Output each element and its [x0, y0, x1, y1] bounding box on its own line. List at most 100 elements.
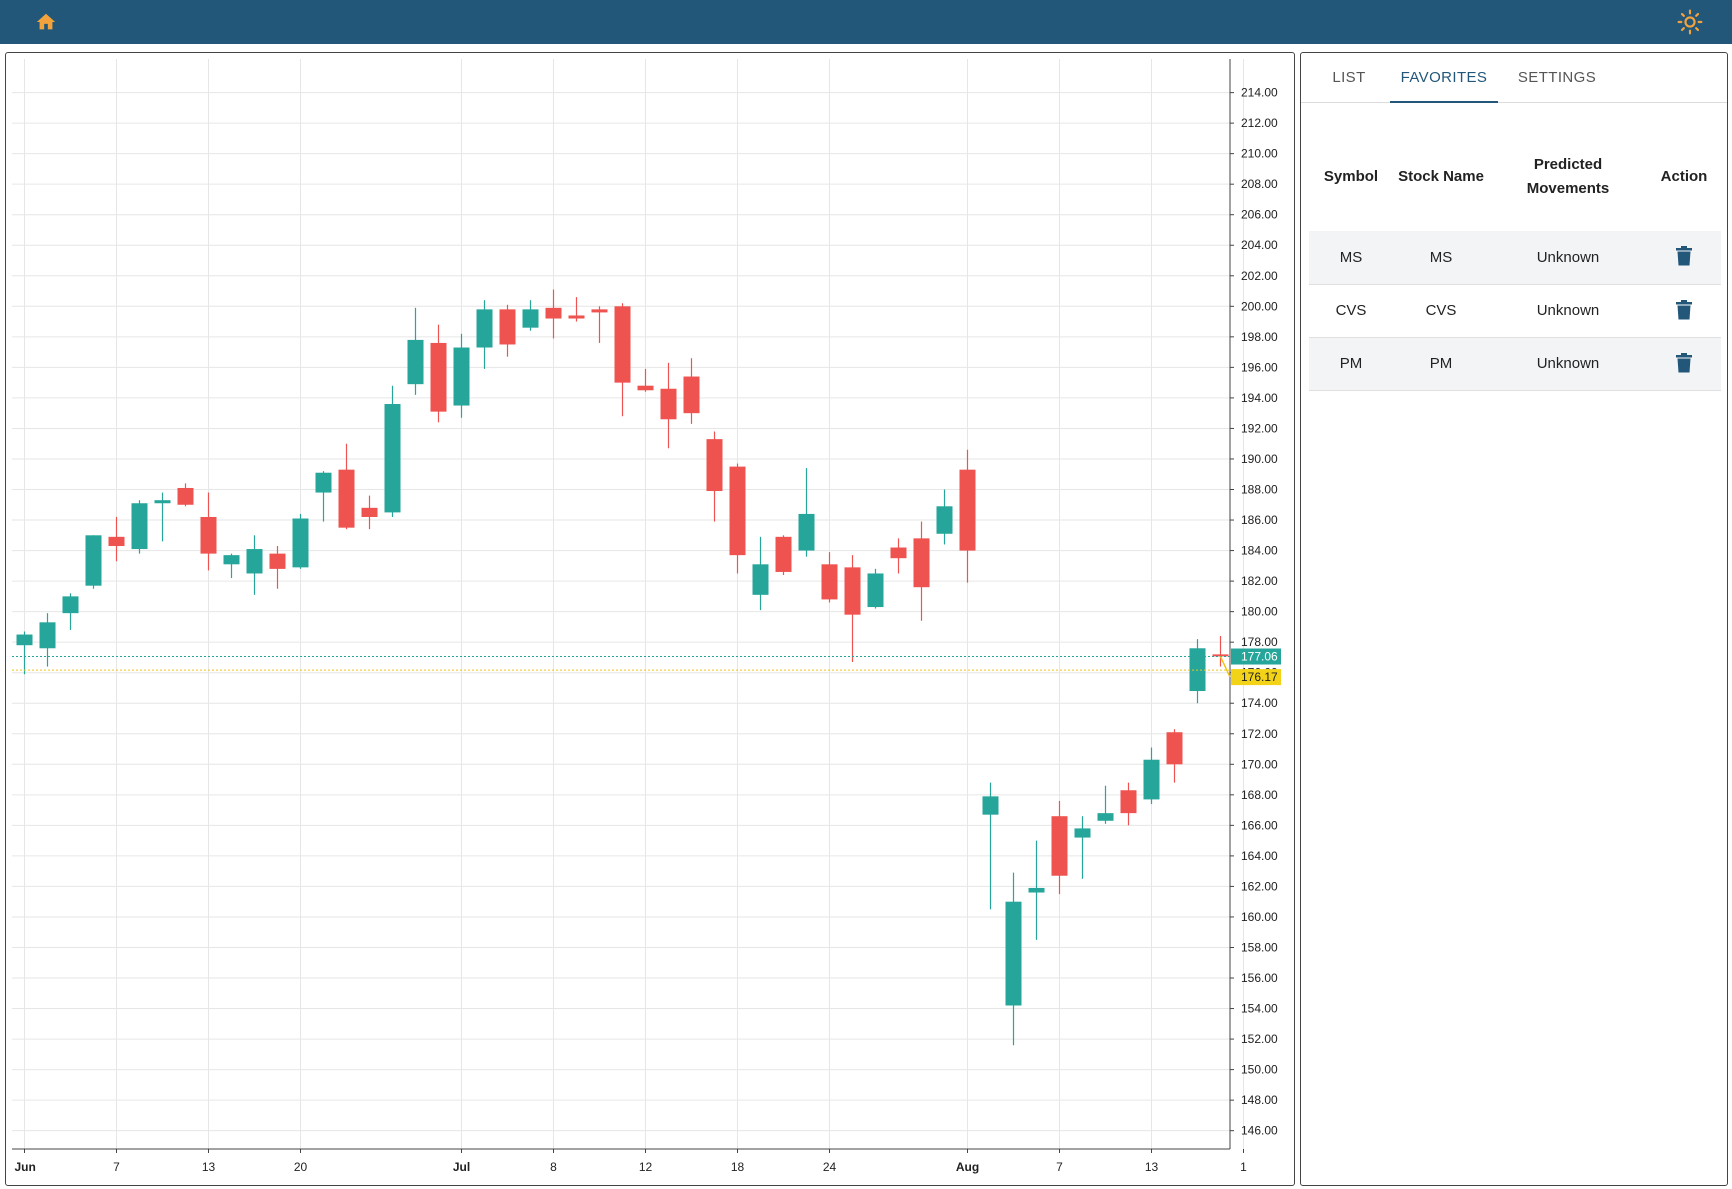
candle[interactable]: [200, 492, 217, 571]
candle[interactable]: [108, 516, 125, 562]
candle[interactable]: [85, 535, 102, 589]
candle[interactable]: [913, 521, 930, 621]
candle[interactable]: [890, 538, 907, 574]
candle[interactable]: [39, 613, 56, 667]
candle[interactable]: [269, 545, 286, 589]
candle[interactable]: [867, 568, 884, 609]
candle[interactable]: [1189, 639, 1206, 704]
candle-body: [154, 500, 171, 504]
candle[interactable]: [177, 483, 194, 507]
candle[interactable]: [131, 500, 148, 554]
candle-body: [614, 306, 631, 383]
candle[interactable]: [706, 431, 723, 522]
y-tick-label: 192.00: [1241, 421, 1278, 435]
y-tick-label: 156.00: [1241, 971, 1278, 985]
candle-body: [890, 547, 907, 559]
candle-body: [476, 309, 493, 348]
home-button[interactable]: [32, 8, 60, 36]
tab-favorites[interactable]: FAVORITES: [1390, 53, 1498, 103]
candle[interactable]: [729, 463, 746, 574]
stock-name-cell: PM: [1429, 355, 1453, 372]
trash-icon: [1676, 352, 1692, 372]
table-row[interactable]: PM PM Unknown: [1309, 337, 1721, 390]
y-tick-label: 170.00: [1241, 757, 1278, 771]
candle[interactable]: [1166, 729, 1183, 783]
prev-close-label: 176.17: [1241, 670, 1278, 684]
candle[interactable]: [246, 535, 263, 595]
candle[interactable]: [775, 535, 792, 575]
candle[interactable]: [453, 333, 470, 418]
delete-favorite-button[interactable]: [1672, 298, 1696, 322]
candle[interactable]: [660, 362, 677, 449]
candle-body: [384, 404, 401, 513]
candle[interactable]: [361, 495, 378, 530]
candle-body: [844, 567, 861, 615]
delete-favorite-button[interactable]: [1672, 244, 1696, 268]
candle-body: [131, 503, 148, 550]
candle[interactable]: [16, 631, 33, 675]
candle[interactable]: [752, 536, 769, 611]
tab-settings[interactable]: SETTINGS: [1517, 69, 1597, 86]
candle-body: [1097, 813, 1114, 821]
y-tick-label: 148.00: [1241, 1093, 1278, 1107]
candle[interactable]: [1097, 785, 1114, 824]
delete-favorite-button[interactable]: [1672, 351, 1696, 375]
tab-list[interactable]: LIST: [1332, 69, 1366, 86]
candle-body: [1212, 654, 1229, 657]
candle[interactable]: [407, 307, 424, 395]
candle[interactable]: [982, 782, 999, 910]
candle[interactable]: [844, 555, 861, 663]
y-tick-label: 202.00: [1241, 269, 1278, 283]
candle[interactable]: [1028, 840, 1045, 940]
x-tick-label: 13: [1145, 1160, 1159, 1174]
action-cell: [1647, 337, 1721, 390]
candle[interactable]: [637, 368, 654, 392]
x-tick-label: 13: [202, 1160, 216, 1174]
y-tick-label: 158.00: [1241, 940, 1278, 954]
candle[interactable]: [1212, 636, 1229, 667]
candle[interactable]: [62, 593, 79, 630]
candle[interactable]: [959, 449, 976, 583]
candle-body: [660, 388, 677, 420]
candle[interactable]: [545, 289, 562, 339]
last-price-tag: [1231, 648, 1281, 665]
y-tick-label: 194.00: [1241, 391, 1278, 405]
x-tick-label: 12: [639, 1160, 653, 1174]
candle[interactable]: [154, 492, 171, 542]
table-row[interactable]: MS MS Unknown: [1309, 231, 1721, 284]
candle[interactable]: [568, 297, 585, 322]
theme-toggle-button[interactable]: [1674, 6, 1706, 38]
candle[interactable]: [430, 324, 447, 423]
candle[interactable]: [1120, 782, 1137, 826]
candle[interactable]: [821, 552, 838, 603]
prediction-cell: Unknown: [1536, 355, 1600, 372]
sun-icon: [1677, 9, 1703, 35]
table-row[interactable]: CVS CVS Unknown: [1309, 284, 1721, 337]
prev-close-connector: [1219, 656, 1231, 678]
candle[interactable]: [1143, 747, 1160, 804]
candlestick-chart[interactable]: 146.00 148.00 150.00 152.00 154.00 156.00 158.…: [6, 53, 1295, 1186]
candle[interactable]: [683, 358, 700, 424]
candle-body: [108, 536, 125, 546]
candle[interactable]: [338, 443, 355, 530]
candle[interactable]: [499, 304, 516, 357]
candle[interactable]: [936, 489, 953, 545]
x-tick-label: 8: [550, 1160, 557, 1174]
y-tick-label: 182.00: [1241, 574, 1278, 588]
stock-chart-panel[interactable]: 146.00 148.00 150.00 152.00 154.00 156.00 158.…: [5, 52, 1295, 1186]
candle[interactable]: [1051, 800, 1068, 895]
candle[interactable]: [522, 300, 539, 331]
candle-body: [706, 439, 723, 492]
candle[interactable]: [476, 300, 493, 369]
candle[interactable]: [798, 468, 815, 557]
y-tick-label: 174.00: [1241, 696, 1278, 710]
candle[interactable]: [223, 553, 240, 579]
candle[interactable]: [384, 385, 401, 517]
candle[interactable]: [315, 471, 332, 522]
candle[interactable]: [1005, 872, 1022, 1046]
candle[interactable]: [1074, 816, 1091, 879]
candle-body: [430, 342, 447, 412]
candle[interactable]: [614, 303, 631, 417]
candle[interactable]: [591, 306, 608, 343]
candle[interactable]: [292, 513, 309, 569]
